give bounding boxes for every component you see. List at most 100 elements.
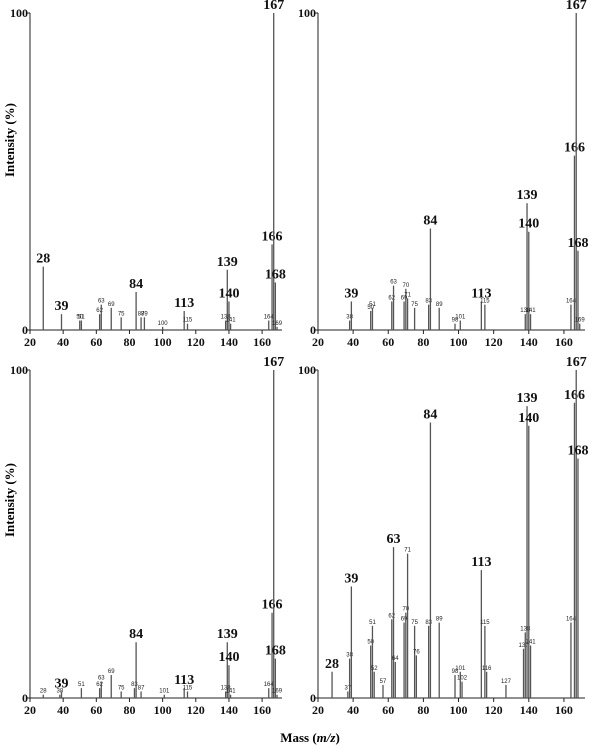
x-tick-label-120: 120	[187, 703, 205, 717]
x-axis-title-prefix: Mass (	[280, 730, 316, 745]
peak-label-52: 52	[371, 666, 378, 672]
peak-label-28: 28	[36, 252, 50, 267]
peak-label-70: 70	[402, 607, 409, 613]
peak-label-140: 140	[518, 411, 539, 426]
peak-label-39: 39	[344, 571, 358, 586]
peak-label-84: 84	[423, 214, 437, 229]
peak-label-63: 63	[98, 676, 105, 682]
x-tick-label-80: 80	[123, 335, 135, 349]
x-tick-label-100: 100	[450, 335, 468, 349]
peak-label-39: 39	[344, 286, 358, 301]
x-tick-label-60: 60	[90, 335, 102, 349]
peak-label-166: 166	[262, 229, 283, 244]
peak-label-64: 64	[392, 656, 399, 662]
spectrum-panel-bottom-right: 0 100 20 40 60 80 100 120 140 160 28 37 38 39 50 51 52 57…	[298, 355, 588, 717]
peak-label-63: 63	[390, 280, 397, 286]
x-tick-label-20: 20	[24, 703, 36, 717]
peak-label-84: 84	[129, 627, 143, 642]
peak-label-168: 168	[265, 267, 286, 282]
y-tick-label-100: 100	[10, 6, 28, 20]
y-tick-label-100: 100	[298, 6, 316, 20]
x-tick-label-100: 100	[154, 335, 172, 349]
peak-label-38: 38	[346, 314, 353, 320]
peak-label-137: 137	[519, 643, 530, 649]
peak-label-51: 51	[78, 314, 85, 320]
x-tick-label-160: 160	[253, 335, 271, 349]
x-tick-label-160: 160	[253, 703, 271, 717]
peak-label-69: 69	[401, 295, 408, 301]
peak-label-168: 168	[265, 644, 286, 659]
peak-label-87: 87	[138, 311, 145, 317]
y-tick-label-0: 0	[310, 323, 316, 337]
peak-label-127: 127	[501, 679, 512, 685]
y-axis-title-bottom: Intensity (%)	[2, 463, 17, 537]
peak-label-139: 139	[217, 255, 238, 270]
peak-label-57: 57	[380, 679, 387, 685]
peak-label-168: 168	[567, 444, 588, 459]
peak-label-37: 37	[345, 685, 352, 691]
y-tick-label-0: 0	[310, 691, 316, 705]
peak-label-140: 140	[218, 650, 239, 665]
x-tick-label-20: 20	[312, 335, 324, 349]
peak-label-51: 51	[78, 682, 85, 688]
peak-label-138: 138	[520, 626, 531, 632]
peak-label-89: 89	[141, 311, 148, 317]
peak-label-63: 63	[387, 532, 401, 547]
peak-label-83: 83	[131, 682, 138, 688]
peak-label-38: 38	[56, 689, 63, 695]
peak-label-115: 115	[480, 299, 490, 305]
peak-label-98: 98	[452, 318, 459, 324]
y-tick-label-0: 0	[22, 691, 28, 705]
peak-label-62: 62	[388, 613, 395, 619]
peak-label-83: 83	[425, 299, 432, 305]
peak-label-166: 166	[564, 388, 585, 403]
peak-label-50: 50	[76, 314, 83, 320]
peak-label-167: 167	[566, 355, 587, 370]
x-tick-label-100: 100	[154, 703, 172, 717]
peak-label-138: 138	[520, 308, 531, 314]
x-tick-label-140: 140	[520, 703, 538, 717]
peak-label-116: 116	[482, 666, 492, 672]
peak-label-75: 75	[411, 620, 418, 626]
peak-label-100: 100	[158, 321, 169, 327]
peak-label-140: 140	[218, 286, 239, 301]
peak-label-140: 140	[518, 217, 539, 232]
peak-label-71: 71	[404, 292, 411, 298]
peak-label-101: 101	[455, 314, 466, 320]
peak-label-75: 75	[118, 311, 125, 317]
peak-label-63: 63	[98, 299, 105, 305]
x-tick-label-120: 120	[187, 335, 205, 349]
peak-label-51: 51	[369, 302, 376, 308]
peak-label-141: 141	[226, 689, 237, 695]
peak-label-69: 69	[108, 669, 115, 675]
peak-label-139: 139	[217, 627, 238, 642]
x-tick-label-120: 120	[485, 335, 503, 349]
x-tick-label-60: 60	[90, 703, 102, 717]
peak-label-84: 84	[129, 277, 143, 292]
peak-label-102: 102	[457, 676, 468, 682]
peak-label-168: 168	[567, 236, 588, 251]
x-tick-label-100: 100	[450, 703, 468, 717]
peak-label-115: 115	[183, 685, 193, 691]
peak-label-98: 98	[452, 669, 459, 675]
peak-label-38: 38	[346, 653, 353, 659]
x-tick-label-140: 140	[220, 335, 238, 349]
peak-label-89: 89	[436, 302, 443, 308]
peak-label-84: 84	[423, 407, 437, 422]
peak-label-28: 28	[40, 689, 47, 695]
x-tick-label-80: 80	[123, 703, 135, 717]
peak-label-89: 89	[436, 617, 443, 623]
peak-label-138: 138	[221, 314, 232, 320]
peak-label-62: 62	[96, 682, 103, 688]
peak-label-62: 62	[96, 308, 103, 314]
peak-label-83: 83	[425, 620, 432, 626]
peak-label-101: 101	[159, 689, 170, 695]
x-tick-label-40: 40	[347, 703, 359, 717]
peak-label-50: 50	[367, 305, 374, 311]
peak-label-87: 87	[138, 685, 145, 691]
x-tick-label-20: 20	[312, 703, 324, 717]
peak-label-164: 164	[264, 314, 275, 320]
x-tick-label-20: 20	[24, 335, 36, 349]
peak-label-164: 164	[566, 617, 577, 623]
